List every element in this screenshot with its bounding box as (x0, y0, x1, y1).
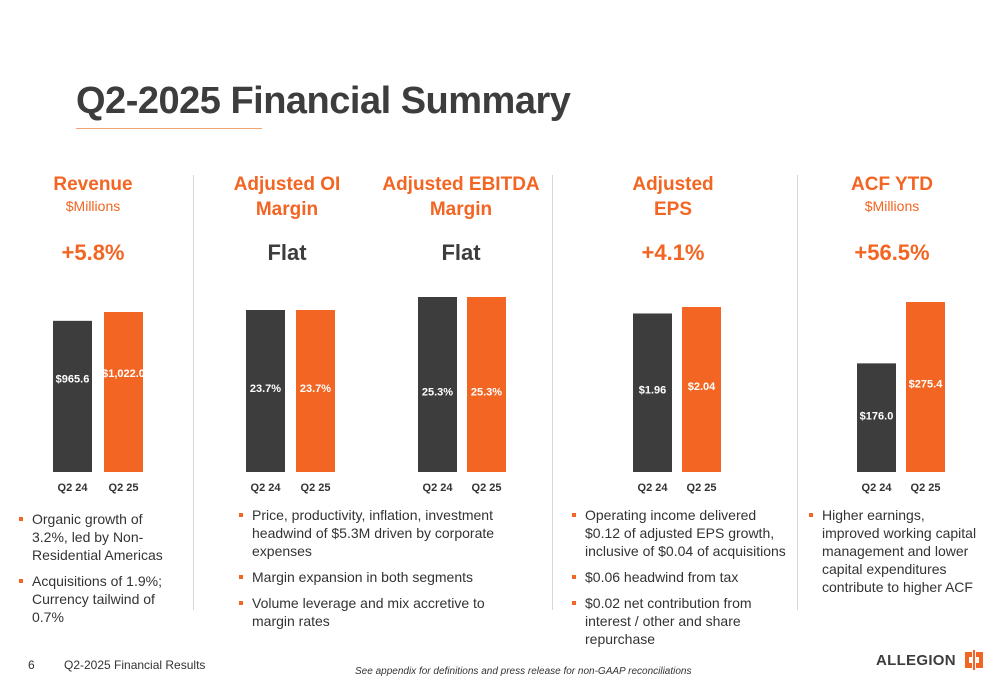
acf-bar-1 (857, 363, 896, 472)
eps-bullets: Operating income delivered $0.12 of adju… (571, 506, 786, 656)
acf-bullet-1: Higher earnings, improved working capita… (808, 506, 983, 596)
oi-margin-bar-1 (246, 310, 285, 472)
revenue-bullets: Organic growth of 3.2%, led by Non-Resid… (18, 510, 178, 634)
eps-header: Adjusted EPS (618, 172, 728, 222)
acf-change: +56.5% (854, 240, 930, 265)
eps-change: +4.1% (641, 240, 705, 265)
acf-subtitle: $Millions (864, 198, 920, 214)
margin-bullets: Price, productivity, inflation, investme… (238, 506, 528, 638)
acf-bar-2 (906, 302, 945, 472)
revenue-bullet-1: Organic growth of 3.2%, led by Non-Resid… (18, 510, 178, 564)
allegion-mark-icon (964, 650, 983, 670)
logo-wordmark: ALLEGION (876, 651, 956, 669)
eps-tick-label-2: Q2 25 (687, 482, 717, 494)
footer-label: Q2-2025 Financial Results (64, 658, 206, 672)
page-title: Q2-2025 Financial Summary (76, 80, 571, 122)
allegion-logo: ALLEGION (876, 648, 986, 672)
oi-margin-tick-label-2: Q2 25 (301, 482, 331, 494)
revenue-change: +5.8% (61, 240, 125, 265)
eps-bullet-2: $0.06 headwind from tax (571, 568, 786, 586)
acf-tick-label-1: Q2 24 (862, 482, 893, 494)
revenue-tick-label-2: Q2 25 (109, 482, 139, 494)
ebitda-margin-title: Adjusted EBITDA Margin (382, 174, 540, 220)
page-number: 6 (28, 658, 35, 672)
divider-1 (193, 175, 194, 610)
acf-title: ACF YTD (851, 174, 933, 195)
revenue-title: Revenue (53, 174, 133, 195)
ebitda-margin-bar-1 (418, 297, 457, 472)
acf-value-label-2: $275.4 (909, 379, 944, 391)
divider-3 (797, 175, 798, 610)
oi-margin-value-label-1: 23.7% (250, 383, 281, 395)
ebitda-margin-header: Adjusted EBITDA Margin (381, 172, 541, 222)
margin-bullet-2: Margin expansion in both segments (238, 568, 528, 586)
margin-bullet-3: Volume leverage and mix accretive to mar… (238, 594, 528, 630)
oi-margin-header: Adjusted OI Margin (222, 172, 352, 222)
footnote: See appendix for definitions and press r… (355, 666, 692, 677)
eps-value-label-2: $2.04 (688, 381, 716, 393)
margin-bullet-1: Price, productivity, inflation, investme… (238, 506, 528, 560)
acf-bullets: Higher earnings, improved working capita… (808, 506, 983, 604)
oi-margin-value-label-2: 23.7% (300, 383, 331, 395)
revenue-bar-2 (104, 312, 143, 472)
acf-tick-label-2: Q2 25 (911, 482, 941, 494)
eps-bar-1 (633, 313, 672, 472)
ebitda-margin-bar-2 (467, 297, 506, 472)
oi-margin-title: Adjusted OI Margin (233, 174, 341, 220)
eps-title: Adjusted EPS (632, 174, 714, 220)
oi-margin-bar-2 (296, 310, 335, 472)
ebitda-margin-tick-label-1: Q2 24 (423, 482, 454, 494)
revenue-value-label-1: $965.6 (56, 373, 90, 385)
revenue-subtitle: $Millions (65, 198, 121, 214)
oi-margin-change: Flat (267, 240, 307, 265)
eps-value-label-1: $1.96 (639, 385, 667, 397)
acf-value-label-1: $176.0 (860, 411, 894, 423)
divider-2 (552, 175, 553, 610)
acf-header: ACF YTD $Millions (827, 172, 957, 215)
revenue-bullet-2: Acquisitions of 1.9%; Currency tailwind … (18, 572, 178, 626)
ebitda-margin-change: Flat (441, 240, 481, 265)
revenue-bar-1 (53, 320, 92, 472)
eps-bar-2 (682, 307, 721, 472)
ebitda-margin-value-label-1: 25.3% (422, 387, 453, 399)
revenue-value-label-2: $1,022.0 (102, 368, 145, 380)
eps-tick-label-1: Q2 24 (638, 482, 669, 494)
eps-bullet-1: Operating income delivered $0.12 of adju… (571, 506, 786, 560)
ebitda-margin-tick-label-2: Q2 25 (472, 482, 502, 494)
revenue-tick-label-1: Q2 24 (58, 482, 89, 494)
oi-margin-tick-label-1: Q2 24 (251, 482, 282, 494)
revenue-header: Revenue $Millions (28, 172, 158, 215)
title-underline (76, 128, 262, 129)
eps-bullet-3: $0.02 net contribution from interest / o… (571, 594, 786, 648)
ebitda-margin-value-label-2: 25.3% (471, 387, 502, 399)
